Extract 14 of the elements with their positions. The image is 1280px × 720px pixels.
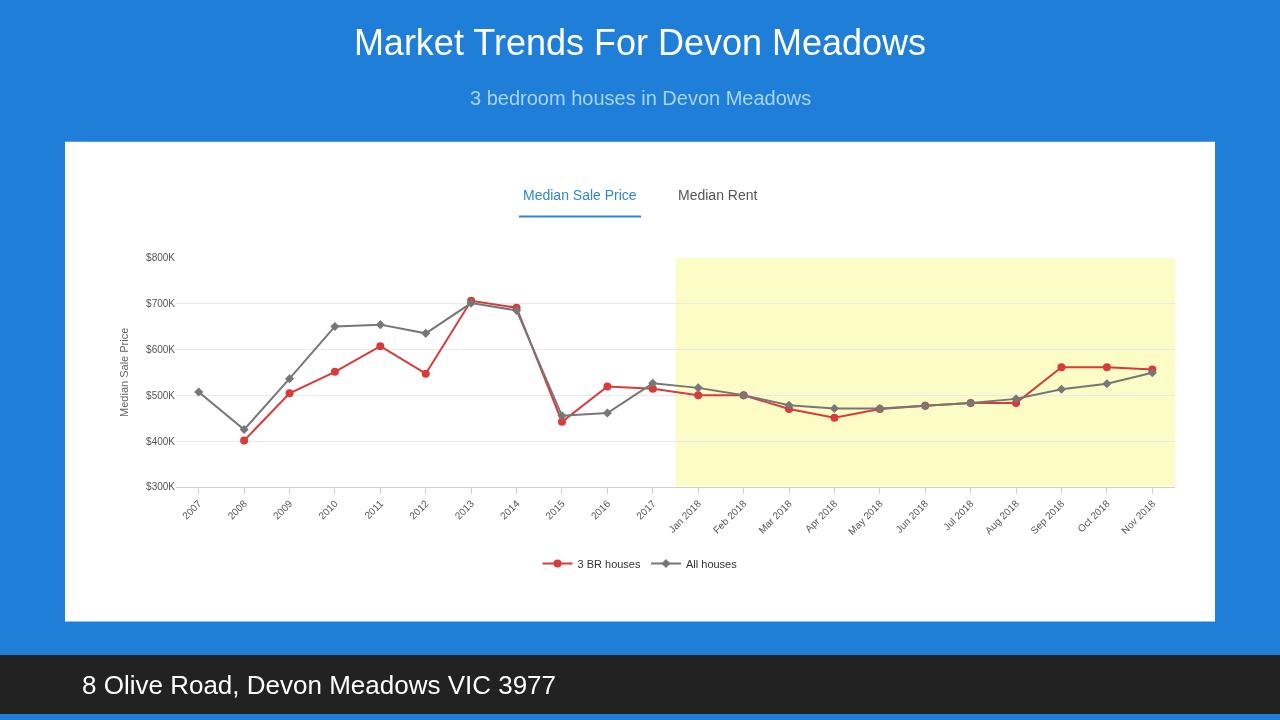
y-tick-label: $300K	[146, 481, 176, 493]
chart-title: Market Trends For Devon Meadows	[353, 21, 927, 63]
y-tick-label: $700K	[146, 298, 176, 310]
y-axis-title: Median Sale Price	[117, 327, 130, 417]
y-tick-label: $800K	[146, 252, 176, 264]
y-tick-label: $400K	[146, 435, 176, 447]
text: Median Rent	[678, 187, 758, 203]
chart-subtitle: 3 bedroom houses in Devon Meadows	[470, 87, 812, 109]
y-tick-label: $600K	[146, 343, 176, 355]
legend-label: All houses	[685, 557, 738, 570]
text: 8 Olive Road, Devon Meadows VIC 3977	[82, 670, 557, 700]
legend-label: 3 BR houses	[577, 557, 641, 570]
text: Median Sale Price	[523, 187, 637, 203]
y-tick-label: $500K	[146, 389, 176, 401]
